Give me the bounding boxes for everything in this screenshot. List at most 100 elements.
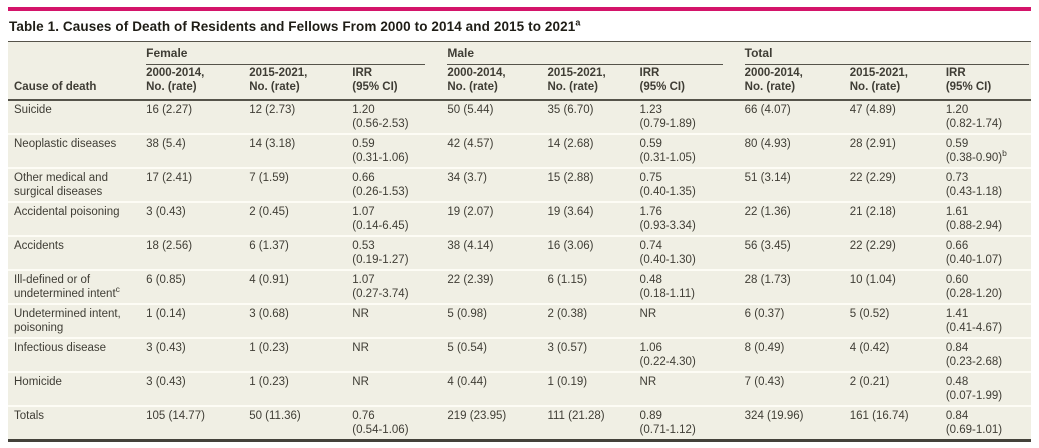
table-row: Accidental poisoning 3 (0.43) 2 (0.45) 1.07…: [8, 202, 1031, 237]
table-row: Neoplastic diseases 38 (5.4) 14 (3.18) 0.59…: [8, 134, 1031, 169]
data-cell: 1 (0.23): [243, 338, 347, 373]
data-cell: 14 (2.68): [541, 134, 634, 169]
column-header: 2015-2021, No. (rate): [541, 65, 634, 101]
data-cell: 21 (2.18): [843, 202, 940, 237]
data-cell: 0.75 (0.40-1.35): [633, 168, 739, 203]
data-cell: 1.07 (0.14-6.45): [346, 202, 442, 237]
data-cell: 22 (1.36): [738, 202, 844, 237]
data-cell: 0.74 (0.40-1.30): [633, 236, 739, 271]
group-header-female: Female: [140, 42, 441, 65]
data-cell: 28 (2.91): [843, 134, 940, 169]
data-cell: 50 (5.44): [441, 100, 542, 135]
data-cell: 16 (3.06): [541, 236, 634, 271]
data-cell: 50 (11.36): [249, 410, 301, 422]
data-cell: 0.89 (0.71-1.12): [639, 410, 696, 436]
data-cell: 66 (4.07): [738, 100, 844, 135]
data-cell: 22 (2.29): [843, 236, 940, 271]
data-cell: 22 (2.29): [843, 168, 940, 203]
sub-header-row: 2000-2014, No. (rate) 2015-2021, No. (rat…: [8, 65, 1031, 101]
column-header: 2015-2021, No. (rate): [843, 65, 940, 101]
group-header-row: Cause of death Female Male Total: [8, 41, 1031, 101]
data-cell: NR: [633, 304, 739, 339]
data-cell: 0.59 (0.31-1.06): [346, 134, 442, 169]
data-cell: 56 (3.45): [738, 236, 844, 271]
table-row: Ill-defined or of undetermined intentc 6 …: [8, 270, 1031, 305]
data-cell: 18 (2.56): [140, 236, 244, 271]
group-label: Total: [744, 46, 1029, 65]
data-cell: 34 (3.7): [441, 168, 542, 203]
table-title-footnote-marker: a: [575, 17, 581, 28]
data-cell: 0.73 (0.43-1.18): [939, 168, 1031, 203]
data-cell: 80 (4.93): [738, 134, 844, 169]
cause-cell: Undetermined intent, poisoning: [8, 304, 141, 339]
data-cell: 12 (2.73): [243, 100, 347, 135]
table-row: Accidents 18 (2.56) 6 (1.37) 0.53 (0.19-1.2…: [8, 236, 1031, 271]
data-cell: 1 (0.19): [541, 372, 634, 407]
data-cell: 1 (0.23): [243, 372, 347, 407]
data-cell: 17 (2.41): [140, 168, 244, 203]
cause-cell: Neoplastic diseases: [8, 134, 141, 169]
cause-cell: Totals: [14, 410, 45, 422]
data-cell: 0.76 (0.54-1.06): [352, 410, 409, 436]
table-title-text: Table 1. Causes of Death of Residents an…: [9, 19, 576, 34]
table-row: Other medical and surgical diseases 17 (2…: [8, 168, 1031, 203]
data-cell: 22 (2.39): [441, 270, 542, 305]
data-cell: 1.41 (0.41-4.67): [939, 304, 1031, 339]
data-cell: 111 (21.28): [547, 410, 605, 422]
group-header-male: Male: [441, 42, 738, 65]
data-cell: 4 (0.91): [243, 270, 347, 305]
data-cell: 3 (0.68): [243, 304, 347, 339]
data-cell: 0.48 (0.18-1.11): [633, 270, 739, 305]
data-cell: 6 (1.15): [541, 270, 634, 305]
data-cell: 3 (0.43): [140, 202, 244, 237]
table-header: Cause of death Female Male Total 2000-2014, …: [8, 41, 1031, 101]
data-cell: 7 (0.43): [738, 372, 844, 407]
data-cell: 3 (0.43): [140, 372, 244, 407]
data-cell: 0.53 (0.19-1.27): [346, 236, 442, 271]
data-cell: 2 (0.21): [843, 372, 940, 407]
data-cell: 16 (2.27): [140, 100, 244, 135]
data-cell: NR: [346, 338, 442, 373]
data-cell: 38 (4.14): [441, 236, 542, 271]
data-cell: 0.66 (0.40-1.07): [939, 236, 1031, 271]
cause-cell: Ill-defined or of undetermined intentc: [8, 270, 141, 305]
column-header: IRR (95% CI): [939, 65, 1031, 101]
data-cell: 2 (0.38): [541, 304, 634, 339]
data-cell: 7 (1.59): [243, 168, 347, 203]
column-header: IRR (95% CI): [346, 65, 442, 101]
data-cell: 10 (1.04): [843, 270, 940, 305]
data-cell: 0.84 (0.23-2.68): [939, 338, 1031, 373]
data-cell: 1.61 (0.88-2.94): [939, 202, 1031, 237]
data-cell: 4 (0.42): [843, 338, 940, 373]
column-header: 2000-2014, No. (rate): [738, 65, 844, 101]
data-cell: 47 (4.89): [843, 100, 940, 135]
data-cell: 2 (0.45): [243, 202, 347, 237]
data-cell: 38 (5.4): [140, 134, 244, 169]
data-cell: 5 (0.52): [843, 304, 940, 339]
data-cell: 28 (1.73): [738, 270, 844, 305]
data-cell: 42 (4.57): [441, 134, 542, 169]
column-header: 2015-2021, No. (rate): [243, 65, 347, 101]
data-cell: 219 (23.95): [447, 410, 507, 422]
table-row: Undetermined intent, poisoning 1 (0.14) 3 …: [8, 304, 1031, 339]
data-cell: 6 (0.37): [738, 304, 844, 339]
data-cell: 0.66 (0.26-1.53): [346, 168, 442, 203]
table-row: Homicide 3 (0.43) 1 (0.23) NR 4 (0.44) 1 (0.1…: [8, 372, 1031, 407]
cause-cell: Other medical and surgical diseases: [8, 168, 141, 203]
table-row: Suicide 16 (2.27) 12 (2.73) 1.20 (0.56-2.53…: [8, 100, 1031, 135]
data-cell: 0.59 (0.31-1.05): [633, 134, 739, 169]
table-row: Totals 105 (14.77) 50 (11.36) 0.76 (0.54-1.…: [8, 406, 1031, 441]
data-cell: NR: [346, 372, 442, 407]
data-cell: 5 (0.54): [441, 338, 542, 373]
data-cell: 19 (2.07): [441, 202, 542, 237]
data-cell: 8 (0.49): [738, 338, 844, 373]
cause-cell: Accidental poisoning: [8, 202, 141, 237]
data-cell: 51 (3.14): [738, 168, 844, 203]
data-cell: 1.20 (0.82-1.74): [939, 100, 1031, 135]
data-cell: 1.23 (0.79-1.89): [633, 100, 739, 135]
data-cell: 19 (3.64): [541, 202, 634, 237]
column-header: IRR (95% CI): [633, 65, 739, 101]
data-cell: 0.48 (0.07-1.99): [939, 372, 1031, 407]
causes-of-death-table: Cause of death Female Male Total 2000-2014, …: [8, 41, 1031, 442]
